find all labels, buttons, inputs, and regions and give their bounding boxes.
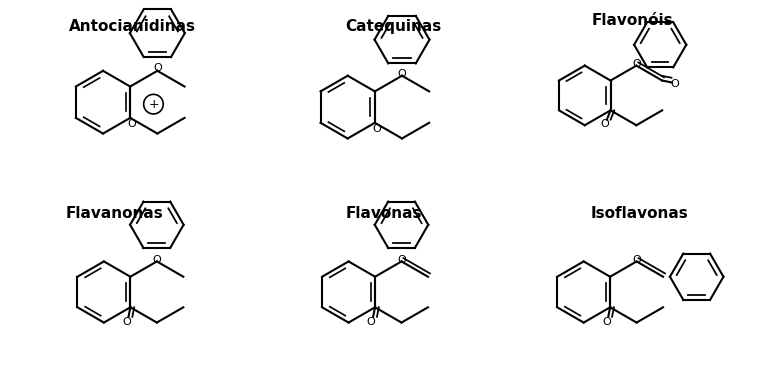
Text: O: O [397, 255, 406, 265]
Text: Catequinas: Catequinas [345, 19, 441, 34]
Text: O: O [367, 316, 376, 326]
Text: O: O [372, 124, 381, 134]
Text: +: + [148, 98, 159, 110]
Text: O: O [602, 316, 610, 326]
Text: O: O [128, 119, 137, 129]
Text: O: O [601, 119, 610, 129]
Text: Flavanonas: Flavanonas [66, 206, 163, 221]
Text: Flavonas: Flavonas [345, 206, 422, 221]
Text: Flavonóis: Flavonóis [591, 13, 673, 28]
Text: O: O [632, 59, 641, 69]
Text: O: O [122, 316, 131, 326]
Text: Antocianidinas: Antocianidinas [69, 19, 196, 34]
Text: O: O [633, 255, 641, 265]
Text: O: O [153, 64, 162, 74]
Text: Isoflavonas: Isoflavonas [591, 206, 688, 221]
Text: O: O [153, 255, 161, 265]
Text: O: O [671, 79, 680, 89]
Text: O: O [397, 69, 406, 79]
